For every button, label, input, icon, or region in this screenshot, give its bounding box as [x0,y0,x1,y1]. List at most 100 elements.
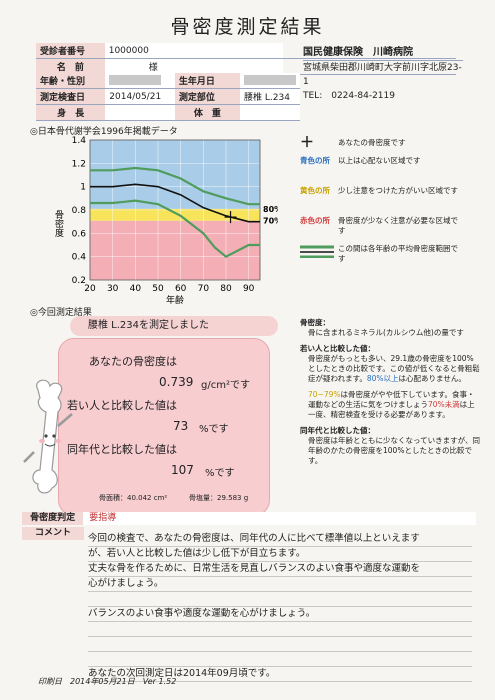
bone-area: 骨面積：40.042 cm² [99,494,168,502]
expl-p3-text: は骨密度がやや低下しています。食事・運動などの生活に気をつけましょう [308,390,475,409]
bmd-chart: 20 30 40 50 60 70 80 90 0.2 0.4 0.6 0.8 1 1.2 1.4 80% 70… [53,136,278,306]
young-label: 若い人と比較した値は [67,399,177,412]
hospital-name: 国民健康保険 川崎病院 [303,46,463,61]
chart-frame [89,139,261,281]
hospital-block: 国民健康保険 川崎病院 宮城県柴田郡川崎町大字前川字北原23-1 TEL: 02… [303,46,463,103]
date-label: 測定検査日 [36,88,106,105]
site-label: 測定部位 [174,88,240,105]
id-value: 1000000 [104,43,284,59]
x-tick-label: 50 [152,284,164,294]
name-label: 名 前 [36,58,105,75]
name-suffix: 様 [148,63,158,73]
chart-band [90,140,260,209]
expl-p3c: は上一度、精密検査を受ける必要があります。 [308,400,475,419]
redacted-block [244,75,296,86]
legend-marker-text: あなたの骨密度です [338,138,406,147]
comment-section: 骨密度判定 要指導 コメント 今回の検査で、あなたの骨密度は、同年代の人に比べて… [22,512,476,682]
age-unit: %です [205,468,235,479]
expl-h2: 若い人と比較した値： [300,344,375,353]
date-value: 2014/05/21 [105,88,175,105]
height-label: 身 長 [36,104,106,121]
legend-red-key: 赤色の所 [300,216,330,225]
weight-value [240,104,300,121]
comment-line: 今回の検査で、あなたの骨密度は、同年代の人に比べて標準値以上といえます [88,532,472,547]
comment-line: 丈夫な骨を作るために、日常生活を見直しバランスのよい食事や適度な運動を [88,562,472,577]
age-label: 同年代と比較した値は [67,443,177,456]
comment-line: あなたの次回測定日は2014年09月頃です。 [88,667,472,682]
x-tick-label: 20 [84,284,96,294]
expl-p3b: 70%未満 [428,400,460,409]
measurement-banner: 腰椎 L.234を測定しました [70,316,278,336]
x-tick-label: 60 [175,284,187,294]
comment-line: バランスのよい食事や適度な運動を心がけましょう。 [88,607,472,622]
expl-p2b: 80%以上 [366,374,399,383]
legend-blue-key: 青色の所 [300,156,330,165]
expl-p4: 骨密度は年齢とともに少なくなっていきますが、同年齢のかたの骨密度を100%とした… [308,436,480,465]
legend-green-text: この間は各年齢の平均骨密度範囲です [338,244,458,263]
comment-body: 今回の検査で、あなたの骨密度は、同年代の人に比べて標準値以上といえます が、若い人… [88,532,472,682]
band-percent-label: 80% [263,205,278,214]
expl-p2c: は心配ありません。 [398,374,466,383]
hospital-tel: TEL: 0224-84-2119 [303,91,395,101]
expl-p3a: 70~79% [308,390,341,399]
age-value: 107 [171,463,194,477]
age-sex-value [105,73,175,89]
legend-red-row: 赤色の所 骨密度が少なく注意が必要な区域です [300,216,458,236]
x-tick-label: 30 [107,284,119,294]
explanation-panel: 骨密度： 骨に含まれるミネラル(カルシウム他)の量です 若い人と比較した値： 骨… [300,318,480,466]
x-tick-label: 80 [220,284,232,294]
patient-detail-table: 年齢・性別 生年月日 測定検査日 2014/05/21 測定部位 腰椎 L.23… [36,73,300,121]
height-value [105,104,175,121]
expl-h1: 骨密度： [300,318,330,327]
legend-yellow-key: 黄色の所 [300,186,330,195]
chart-series-line [90,166,260,206]
comment-line [88,592,472,607]
result-card: あなたの骨密度は 0.739 g/cm²です 若い人と比較した値は 73 %です… [58,338,270,516]
comment-line [88,652,472,667]
weight-label: 体 重 [174,104,240,121]
expl-p1: 骨に含まれるミネラル(カルシウム他)の量です [308,328,464,337]
redacted-block [109,75,162,86]
expl-p2: 骨密度がもっとも多い、29.1歳の骨密度を100%としたときの比較です。この値が… [300,354,480,384]
y-tick-label: 0.2 [72,276,86,286]
print-footer: 印刷日 2014年05月21日 Ver 1.52 [38,677,177,686]
comment-line [88,622,472,637]
comment-label: コメント [22,527,84,540]
legend-yellow-row: 黄色の所 少し注意をつけた方がいい区域です [300,186,458,196]
bmd-label: あなたの骨密度は [89,355,177,368]
legend-green-swatch [300,244,338,264]
y-tick-label: 1 [80,183,86,193]
report-title: 骨密度測定結果 [170,16,325,38]
chart-band [90,208,260,221]
chart-series-line [90,199,260,258]
x-tick-label: 70 [198,284,210,294]
legend-blue-text: 以上は心配ない区域です [338,156,421,165]
chart-band [90,220,260,280]
result-section-title: ◎今回測定結果 [30,308,92,318]
bone-salt: 骨塩量：29.583 g [189,494,249,502]
expl-p2-text: 骨密度がもっとも多い、29.1歳の骨密度を100%としたときの比較です。この値が… [308,354,480,383]
bone-mascot-icon [23,379,73,494]
legend-marker-row: ＋ あなたの骨密度です [300,135,458,151]
judge-label: 骨密度判定 [22,512,84,525]
chart-series-line [90,183,260,223]
y-tick-label: 1.2 [72,159,86,169]
age-sex-label: 年齢・性別 [36,73,106,89]
legend-yellow-text: 少し注意をつけた方がいい区域です [338,186,458,195]
y-axis-label: 骨密度 [53,210,64,238]
birth-value [240,73,300,89]
y-tick-label: 0.8 [72,206,87,216]
expl-p3: 70~79%は骨密度がやや低下しています。食事・運動などの生活に気をつけましょう… [300,390,480,420]
young-value: 73 [173,419,189,433]
expl-h4: 同年代と比較した値： [300,426,375,435]
comment-line: が、若い人と比較した値は少し低下が目立ちます。 [88,547,472,562]
birth-label: 生年月日 [174,73,240,89]
site-value: 腰椎 L.234 [240,88,300,105]
comment-line: 心がけましょう。 [88,577,472,592]
cross-marker-icon: ＋ [300,135,314,151]
comment-line [88,637,472,652]
legend-green-row: この間は各年齢の平均骨密度範囲です [300,244,458,264]
legend-red-text: 骨密度が少なく注意が必要な区域です [338,216,458,235]
legend-blue-row: 青色の所 以上は心配ない区域です [300,156,458,166]
judge-row: 骨密度判定 要指導 [22,512,476,525]
